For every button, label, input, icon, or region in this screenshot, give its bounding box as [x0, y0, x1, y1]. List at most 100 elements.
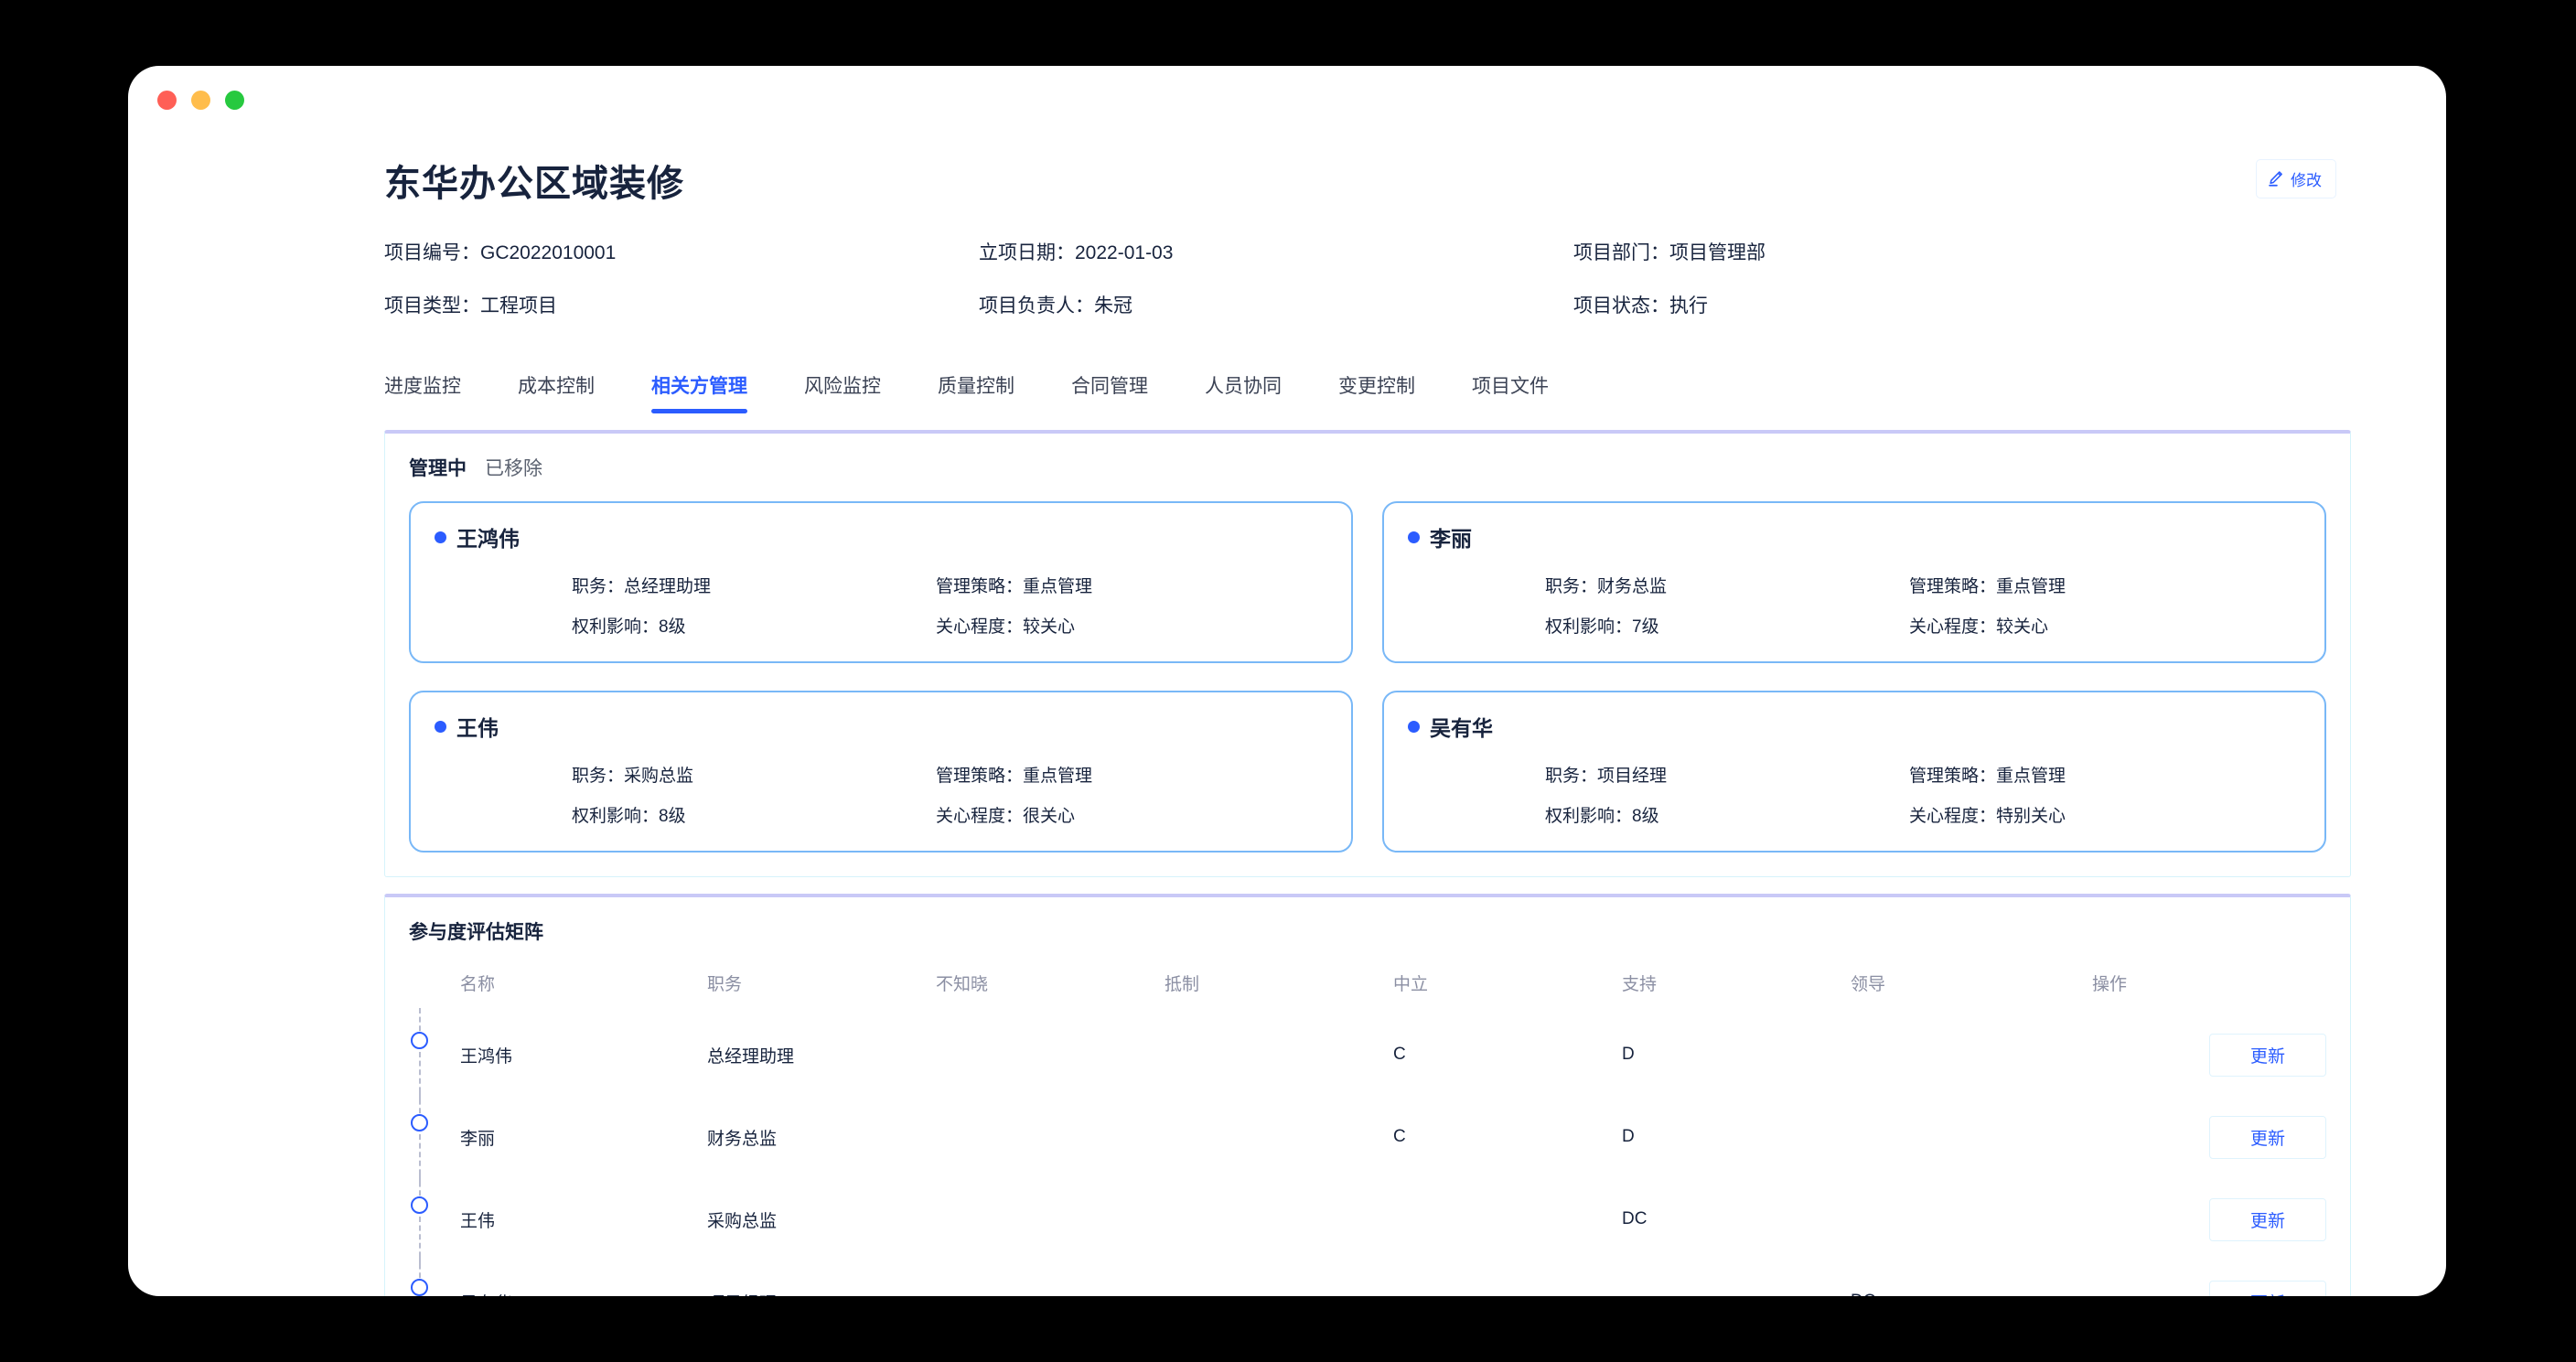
row-unaware: [936, 1101, 1165, 1184]
update-button[interactable]: 更新: [2209, 1280, 2326, 1296]
timeline-connector: [419, 1008, 421, 1101]
tab-contract-management[interactable]: 合同管理: [1071, 376, 1148, 397]
tab-project-files[interactable]: 项目文件: [1472, 376, 1549, 397]
row-marker-cell: [409, 1173, 460, 1266]
row-leading: [1851, 1184, 2079, 1266]
row-unaware: [936, 1019, 1165, 1101]
row-resistant: [1165, 1184, 1393, 1266]
row-marker-icon[interactable]: [411, 1196, 428, 1214]
tab-stakeholder-management[interactable]: 相关方管理: [651, 366, 747, 413]
close-window-dot[interactable]: [157, 90, 177, 110]
stakeholder-strategy-label: 管理策略：: [1909, 767, 1997, 786]
row-marker-cell: [409, 1255, 460, 1296]
matrix-col-marker: [409, 971, 460, 1019]
sub-tab-removed[interactable]: 已移除: [485, 458, 542, 479]
stakeholder-concern-label: 关心程度：: [936, 807, 1024, 826]
meta-project-type-label: 项目类型：: [384, 295, 480, 316]
stakeholder-role-value: 总经理助理: [624, 577, 712, 596]
row-action-wrap: 更新: [2079, 1197, 2326, 1241]
meta-status: 项目状态：执行: [1573, 291, 2351, 318]
row-marker-cell: [409, 1008, 460, 1101]
tab-cost-control[interactable]: 成本控制: [518, 376, 595, 397]
stakeholder-role: 职务：项目经理: [1408, 762, 1854, 787]
tab-quality-control[interactable]: 质量控制: [938, 376, 1014, 397]
tab-personnel-collaboration[interactable]: 人员协同: [1205, 376, 1282, 397]
meta-department-value: 项目管理部: [1669, 242, 1766, 263]
edit-project-button[interactable]: 修改: [2256, 159, 2336, 198]
meta-project-code-value: GC2022010001: [480, 242, 617, 263]
row-unaware: [936, 1184, 1165, 1266]
stakeholder-role-label: 职务：: [1545, 767, 1598, 786]
tab-progress-monitoring[interactable]: 进度监控: [384, 376, 461, 397]
row-role: 财务总监: [707, 1129, 778, 1149]
timeline-connector: [419, 1173, 421, 1266]
update-button[interactable]: 更新: [2209, 1033, 2326, 1077]
row-name: 王伟: [460, 1211, 496, 1231]
timeline-connector: [419, 1255, 421, 1296]
stakeholder-name-row: 王伟: [435, 711, 1327, 742]
stakeholder-power: 权利影响：7级: [1408, 613, 1854, 638]
matrix-col-leading: 领导: [1851, 975, 1886, 994]
row-name: 李丽: [460, 1129, 496, 1149]
row-marker-wrap: [409, 1173, 460, 1266]
stakeholder-card[interactable]: 吴有华 职务：项目经理 管理策略：重点管理 权利影响：8级 关心程度：特别关心: [1382, 691, 2326, 853]
bullet-icon: [1408, 720, 1420, 733]
stakeholder-strategy-value: 重点管理: [1023, 767, 1093, 786]
stakeholder-card[interactable]: 李丽 职务：财务总监 管理策略：重点管理 权利影响：7级 关心程度：较关心: [1382, 501, 2326, 663]
stakeholder-strategy: 管理策略：重点管理: [1854, 573, 2301, 597]
row-marker-icon[interactable]: [411, 1114, 428, 1131]
stakeholder-power-label: 权利影响：: [1545, 617, 1633, 637]
engagement-matrix-table: 名称 职务 不知晓 抵制 中立 支持 领导 操作: [409, 971, 2326, 1296]
row-marker-icon[interactable]: [411, 1279, 428, 1296]
stakeholder-card[interactable]: 王伟 职务：采购总监 管理策略：重点管理 权利影响：8级 关心程度：很关心: [409, 691, 1353, 853]
row-marker-wrap: [409, 1255, 460, 1296]
row-neutral: C: [1393, 1127, 1406, 1146]
stakeholder-card[interactable]: 王鸿伟 职务：总经理助理 管理策略：重点管理 权利影响：8级 关心程度：较关心: [409, 501, 1353, 663]
stakeholder-sub-tab-bar: 管理中 已移除: [409, 454, 2326, 481]
stakeholder-concern: 关心程度：很关心: [881, 802, 1327, 827]
stakeholder-role-value: 财务总监: [1597, 577, 1668, 596]
stakeholder-power-label: 权利影响：: [572, 807, 660, 826]
stakeholder-strategy: 管理策略：重点管理: [1854, 762, 2301, 787]
update-button[interactable]: 更新: [2209, 1197, 2326, 1241]
table-row: 李丽 财务总监 C D 更新: [409, 1090, 2326, 1184]
row-leading: [1851, 1101, 2079, 1184]
row-marker-icon[interactable]: [411, 1032, 428, 1049]
page-content: 东华办公区域装修 修改 项目编号：GC2022010001 立项日期：2022-…: [128, 134, 2446, 1296]
stakeholder-name-row: 王鸿伟: [435, 521, 1327, 552]
update-button[interactable]: 更新: [2209, 1115, 2326, 1159]
matrix-col-action: 操作: [2092, 975, 2128, 994]
sub-tab-managing[interactable]: 管理中: [409, 458, 467, 479]
stakeholder-panel: 管理中 已移除 王鸿伟 职务：总经理助理 管理策略：重点管理 权利影响：8级: [384, 430, 2351, 877]
table-row: 王鸿伟 总经理助理 C D 更新: [409, 1008, 2326, 1101]
meta-start-date-value: 2022-01-03: [1075, 242, 1174, 263]
project-header: 东华办公区域装修 修改 项目编号：GC2022010001 立项日期：2022-…: [384, 143, 2351, 318]
bullet-icon: [435, 720, 446, 733]
bullet-icon: [1408, 531, 1420, 543]
row-marker-wrap: [409, 1008, 460, 1101]
minimize-window-dot[interactable]: [191, 90, 210, 110]
stakeholder-fields: 职务：项目经理 管理策略：重点管理 权利影响：8级 关心程度：特别关心: [1408, 762, 2301, 827]
meta-project-code: 项目编号：GC2022010001: [384, 238, 979, 265]
engagement-matrix-title: 参与度评估矩阵: [409, 922, 543, 943]
module-tab-bar: 进度监控 成本控制 相关方管理 风险监控 质量控制 合同管理 人员协同 变更控制…: [384, 366, 2351, 413]
table-row: 王伟 采购总监 DC 更新: [409, 1173, 2326, 1266]
stakeholder-concern-value: 很关心: [1023, 807, 1076, 826]
stakeholder-concern-label: 关心程度：: [936, 617, 1024, 637]
stakeholder-role: 职务：财务总监: [1408, 573, 1854, 597]
stakeholder-concern-value: 较关心: [1996, 617, 2049, 637]
maximize-window-dot[interactable]: [225, 90, 244, 110]
row-action-cell: 更新: [2079, 1019, 2326, 1101]
meta-project-type: 项目类型：工程项目: [384, 291, 979, 318]
stakeholder-strategy-label: 管理策略：: [936, 577, 1024, 596]
row-resistant: [1165, 1019, 1393, 1101]
row-marker-cell: [409, 1090, 460, 1184]
tab-risk-monitoring[interactable]: 风险监控: [804, 376, 881, 397]
stakeholder-power-label: 权利影响：: [1545, 807, 1633, 826]
matrix-col-role: 职务: [707, 975, 743, 994]
meta-owner-label: 项目负责人：: [979, 295, 1094, 316]
tab-change-control[interactable]: 变更控制: [1338, 376, 1415, 397]
stakeholder-concern-label: 关心程度：: [1909, 617, 1997, 637]
row-resistant: [1165, 1101, 1393, 1184]
stakeholder-fields: 职务：总经理助理 管理策略：重点管理 权利影响：8级 关心程度：较关心: [435, 573, 1327, 638]
